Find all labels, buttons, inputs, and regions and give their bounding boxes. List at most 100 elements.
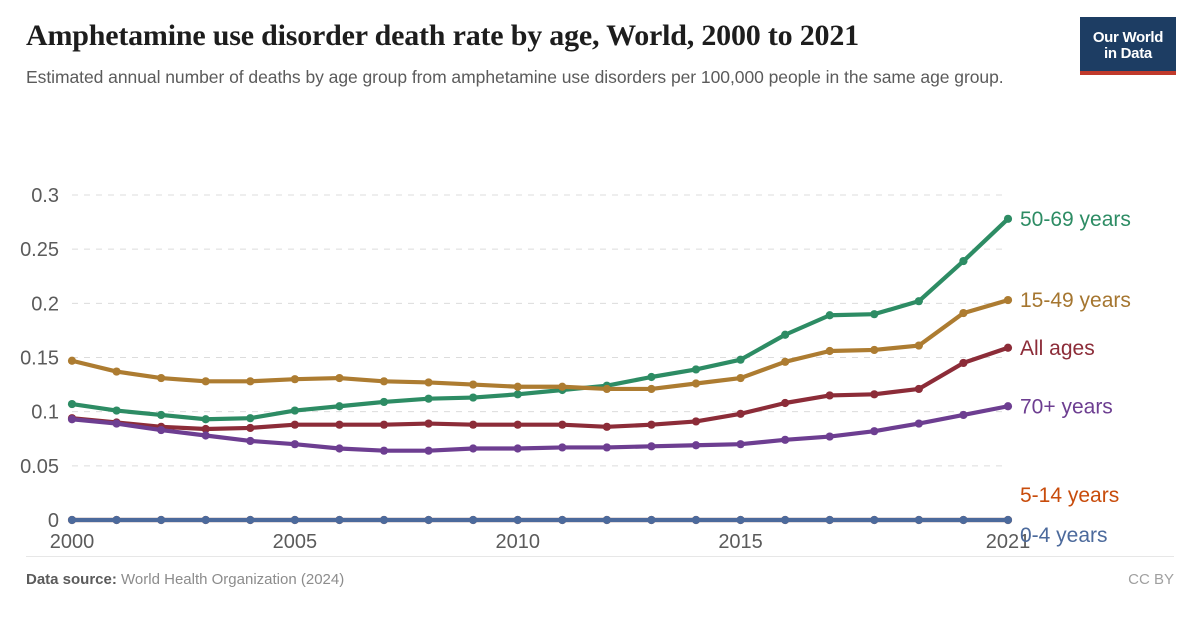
data-point[interactable] [558,420,567,429]
license-label[interactable]: CC BY [1128,571,1174,588]
owid-logo[interactable]: Our World in Data [1080,17,1176,75]
data-point[interactable] [335,444,344,453]
data-point[interactable] [558,382,567,391]
data-point[interactable] [736,373,745,383]
data-point[interactable] [513,515,522,525]
data-point[interactable] [914,297,923,306]
data-point[interactable] [914,515,923,525]
data-point[interactable] [914,384,923,394]
data-point[interactable] [290,515,299,525]
data-point[interactable] [67,356,77,365]
series-line[interactable] [69,404,1011,453]
data-point[interactable] [157,515,166,525]
data-point[interactable] [825,432,834,441]
legend-label[interactable]: 15-49 years [1020,289,1131,312]
data-point[interactable] [201,515,210,525]
data-point[interactable] [335,402,344,411]
series-line[interactable] [69,345,1011,432]
data-point[interactable] [246,423,255,433]
legend-label[interactable]: 50-69 years [1020,208,1131,231]
data-point[interactable] [201,415,210,424]
data-point[interactable] [290,375,299,384]
data-point[interactable] [112,406,121,415]
data-point[interactable] [513,390,522,399]
data-point[interactable] [424,419,433,428]
data-point[interactable] [602,422,611,431]
data-point[interactable] [157,425,166,435]
data-point[interactable] [647,384,656,394]
data-point[interactable] [424,515,433,525]
data-point[interactable] [1003,515,1013,525]
data-point[interactable] [736,440,745,449]
data-point[interactable] [290,440,299,449]
data-point[interactable] [870,345,879,355]
data-point[interactable] [691,379,701,388]
data-point[interactable] [290,420,299,429]
data-point[interactable] [513,444,522,453]
data-point[interactable] [1003,295,1013,305]
data-point[interactable] [469,515,478,525]
data-point[interactable] [246,377,255,386]
data-point[interactable] [379,377,389,386]
data-point[interactable] [201,431,210,440]
data-point[interactable] [558,515,567,525]
data-point[interactable] [959,515,968,525]
data-point[interactable] [959,358,968,368]
data-point[interactable] [112,515,121,525]
series-line[interactable] [69,216,1011,422]
data-point[interactable] [469,380,478,389]
data-point[interactable] [379,420,389,429]
data-point[interactable] [67,415,77,424]
data-point[interactable] [513,420,522,429]
data-point[interactable] [469,420,478,429]
data-point[interactable] [647,442,656,451]
data-point[interactable] [1003,343,1013,352]
data-point[interactable] [424,446,433,455]
data-point[interactable] [870,310,879,319]
data-point[interactable] [335,515,344,525]
data-point[interactable] [870,515,879,525]
data-point[interactable] [246,414,255,423]
data-point[interactable] [67,515,77,525]
data-point[interactable] [691,515,701,525]
data-point[interactable] [335,420,344,429]
data-point[interactable] [736,409,745,418]
data-point[interactable] [781,330,790,339]
data-point[interactable] [647,420,656,429]
data-point[interactable] [67,399,77,409]
data-point[interactable] [781,357,790,366]
data-point[interactable] [959,308,968,318]
legend-label[interactable]: 5-14 years [1020,484,1119,507]
data-point[interactable] [112,367,121,376]
data-point[interactable] [424,394,433,403]
data-point[interactable] [959,410,968,420]
data-point[interactable] [691,417,701,426]
data-point[interactable] [602,443,611,452]
data-point[interactable] [825,311,834,320]
legend-label[interactable]: 70+ years [1020,395,1113,418]
data-point[interactable] [959,256,968,266]
data-point[interactable] [736,355,745,364]
data-point[interactable] [1003,214,1013,223]
data-point[interactable] [647,515,656,525]
data-point[interactable] [469,393,478,402]
legend-label[interactable]: All ages [1020,337,1095,360]
data-point[interactable] [379,515,389,525]
data-point[interactable] [647,372,656,382]
data-point[interactable] [469,444,478,453]
data-point[interactable] [602,384,611,394]
data-point[interactable] [825,346,834,356]
data-point[interactable] [246,436,255,446]
data-point[interactable] [157,373,166,383]
legend-label[interactable]: 0-4 years [1020,524,1108,547]
data-point[interactable] [914,419,923,428]
data-point[interactable] [825,391,834,400]
data-point[interactable] [112,419,121,428]
data-point[interactable] [870,390,879,399]
data-point[interactable] [602,515,611,525]
data-point[interactable] [736,515,745,525]
data-point[interactable] [513,382,522,391]
data-point[interactable] [781,398,790,408]
data-point[interactable] [558,443,567,452]
data-point[interactable] [246,515,255,525]
